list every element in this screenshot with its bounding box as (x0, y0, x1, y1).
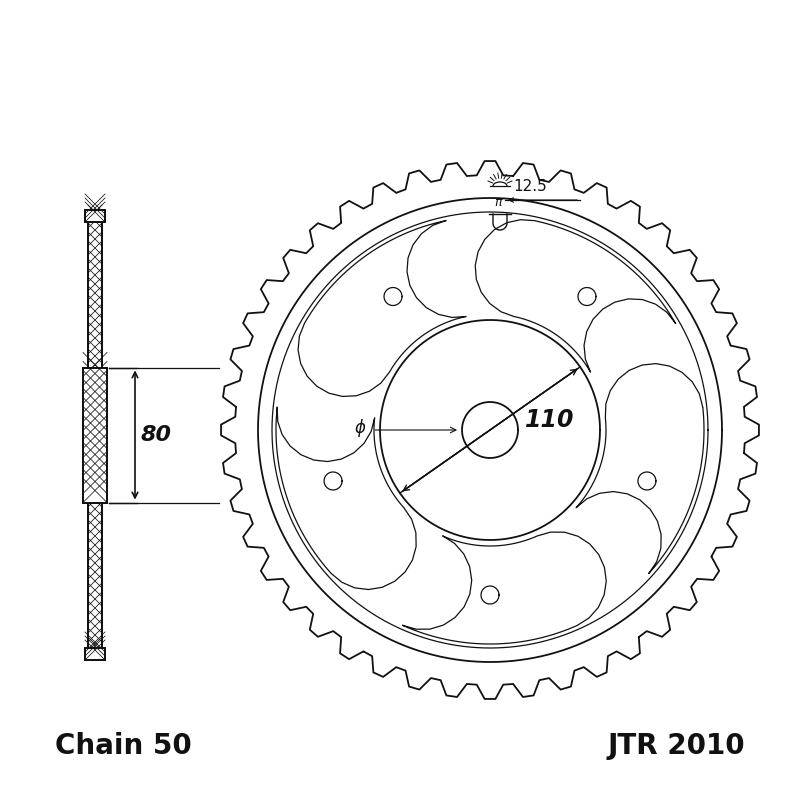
Bar (83, 367, 107, 502)
Text: 80: 80 (141, 425, 172, 445)
Text: 12.5: 12.5 (513, 179, 546, 194)
Bar (85, 648, 105, 660)
Text: Chain 50: Chain 50 (55, 732, 192, 760)
Text: $\pi$: $\pi$ (494, 196, 504, 209)
Polygon shape (475, 220, 675, 372)
Bar (85, 210, 105, 222)
Polygon shape (276, 407, 416, 590)
Polygon shape (402, 532, 606, 644)
Bar (83, 367, 107, 502)
Polygon shape (221, 161, 759, 699)
Text: $\phi$: $\phi$ (354, 417, 366, 439)
Polygon shape (576, 364, 704, 574)
Bar (88, 210, 102, 660)
Bar (85, 210, 105, 222)
Polygon shape (298, 221, 466, 397)
Bar (85, 648, 105, 660)
Text: 110: 110 (525, 408, 574, 432)
Bar (88, 210, 102, 660)
Text: JTR 2010: JTR 2010 (607, 732, 745, 760)
